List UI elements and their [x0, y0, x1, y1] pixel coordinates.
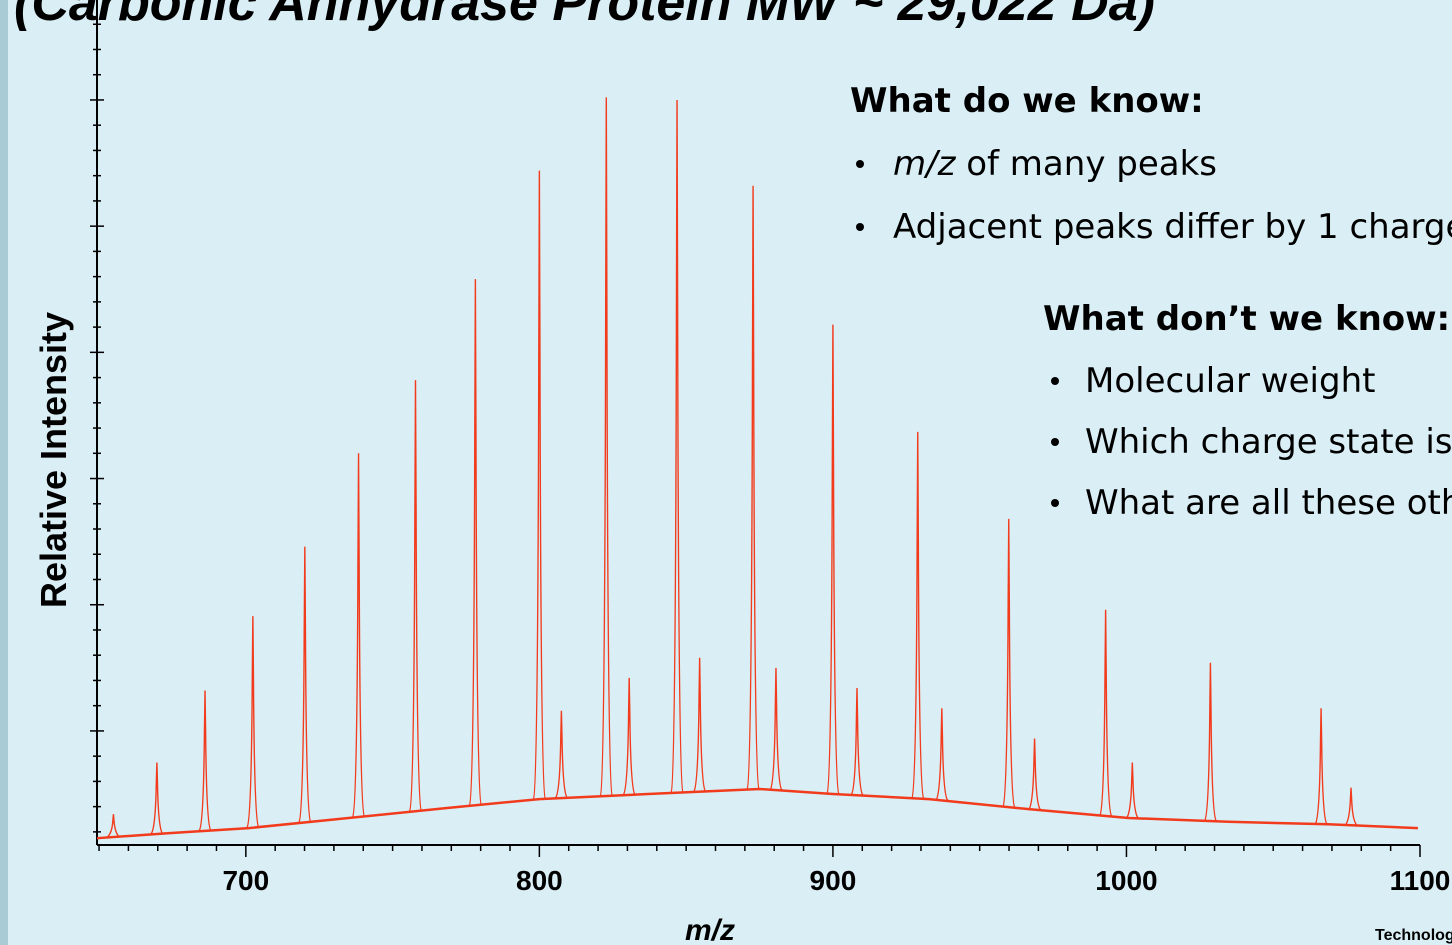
peak: [693, 657, 707, 793]
footer: Technology: [1375, 927, 1452, 944]
bullet-dot: [1051, 438, 1059, 446]
peak: [911, 431, 925, 799]
note-heading: What don’t we know:: [1043, 299, 1450, 339]
bullet-dot: [1051, 499, 1059, 507]
note-bullet: What are all these other peaks: [1085, 483, 1452, 523]
note-text: Which charge state is which: [1085, 422, 1452, 462]
x-tick-label: 1100: [1390, 865, 1451, 896]
peak: [1028, 738, 1042, 811]
peak: [532, 170, 547, 800]
peak: [599, 97, 613, 797]
note-text: Adjacent peaks differ by 1 charge: [893, 207, 1452, 247]
slide-edge: [0, 0, 8, 945]
bullet-dot: [856, 160, 864, 168]
note-bullet: Molecular weight: [1085, 361, 1375, 401]
x-tick-label: 800: [516, 865, 563, 896]
peak: [1203, 662, 1218, 822]
peak: [150, 762, 164, 835]
spectrum-baseline: [96, 787, 1419, 840]
peak: [850, 688, 864, 796]
note-text: of many peaks: [955, 144, 1217, 184]
peak: [769, 667, 783, 791]
x-tick-label: 700: [222, 865, 269, 896]
peak: [746, 185, 760, 790]
peak: [826, 324, 840, 795]
note-bullet: Which charge state is which: [1085, 422, 1452, 462]
note-bullet: m/z of many peaks: [893, 144, 1217, 184]
y-axis-label: Relative Intensity: [33, 312, 74, 608]
peak: [1125, 762, 1139, 819]
peak: [1344, 787, 1358, 826]
peak: [106, 814, 120, 838]
peak: [1314, 708, 1328, 825]
peak: [468, 279, 483, 806]
peak: [1098, 609, 1113, 817]
x-axis-label: m/z: [685, 914, 735, 945]
peak: [246, 616, 260, 829]
peak: [298, 546, 312, 823]
peak: [408, 380, 423, 812]
bullet-dot: [856, 223, 864, 231]
note-text: Molecular weight: [1085, 361, 1375, 401]
bullet-dot: [1051, 377, 1059, 385]
peak: [198, 690, 212, 832]
peak: [622, 677, 636, 796]
peak: [935, 708, 949, 801]
note-text: What are all these other peaks: [1085, 483, 1452, 523]
peak: [351, 453, 366, 818]
x-tick-label: 1000: [1095, 865, 1157, 896]
chart-title: (Carbonic Anhydrase Protein MW ~ 29,022 …: [14, 0, 1155, 32]
note-heading: What do we know:: [850, 81, 1204, 121]
peak: [1002, 518, 1016, 808]
note-bullet: Adjacent peaks differ by 1 charge: [893, 207, 1452, 247]
peak: [554, 710, 568, 799]
x-tick-label: 900: [810, 865, 857, 896]
peak: [670, 99, 684, 794]
note-emphasis: m/z: [893, 144, 957, 184]
